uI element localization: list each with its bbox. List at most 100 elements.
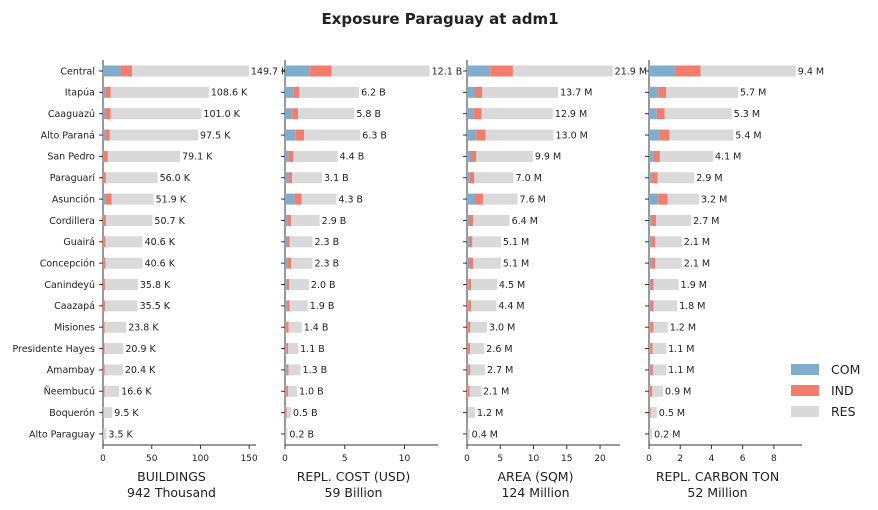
bar-ind [467,321,471,333]
bar-com [285,279,287,290]
bar-com [285,407,286,419]
x-axis-total: 52 Million [687,485,747,500]
bar-total-label: 23.8 K [128,323,159,334]
bar-res [470,321,487,333]
bar-total-label: 40.6 K [145,237,176,248]
bar-ind [470,150,477,162]
bar-com [649,65,676,77]
bar-res [472,214,510,226]
bar-ind [103,236,106,248]
bar-total-label: 4.5 M [499,280,525,291]
bar-ind [103,321,105,333]
bar-com [285,86,294,98]
bar-com [103,172,104,184]
bar-res [472,236,501,248]
bar-res [132,65,249,77]
bar-ind [288,172,293,184]
bar-ind [286,321,289,333]
bar-total-label: 13.7 M [560,88,592,99]
bar-com [103,193,106,205]
bar-com [285,150,289,162]
bar-ind [286,385,288,397]
x-tick-label: 2 [677,454,683,464]
bar-res [650,407,657,419]
bar-ind [468,300,471,312]
bar-com [467,86,475,98]
bar-com [467,321,468,333]
bar-ind [656,108,665,120]
bar-total-label: 1.0 B [299,387,324,398]
bar-total-label: 12.9 M [555,109,587,120]
bar-res [111,193,154,205]
x-axis-label: BUILDINGS [137,469,206,484]
bar-ind [288,150,294,162]
bar-ind [103,364,105,376]
bar-ind [473,108,482,120]
bar-total-label: 2.3 B [314,237,339,248]
bar-ind [468,279,471,290]
bar-total-label: 1.4 B [304,323,329,334]
bar-total-label: 1.2 M [477,408,503,419]
bar-com [103,86,106,98]
bar-total-label: 101.0 K [203,109,240,120]
bar-ind [286,364,289,376]
bar-res [304,129,361,141]
x-axis-label: REPL. COST (USD) [297,469,411,484]
bar-ind [103,279,105,290]
bar-com [467,364,469,376]
x-tick-label: 0 [282,454,288,464]
bar-res [655,257,682,269]
bar-ind [103,343,105,355]
bar-ind [650,279,654,290]
bar-res [290,257,313,269]
bar-total-label: 2.9 B [322,216,347,227]
bar-res [105,172,158,184]
bar-res [104,321,127,333]
bar-total-label: 2.7 M [487,365,513,376]
bar-ind [105,193,112,205]
bar-ind [105,86,111,98]
bar-total-label: 4.4 B [340,152,365,163]
bar-total-label: 0.2 B [289,429,314,440]
bar-ind [287,214,291,226]
bar-com [285,65,311,77]
category-label: Amambay [47,365,96,376]
category-label: Boquerón [49,408,95,419]
bar-com [467,236,469,248]
bar-res [331,65,430,77]
bar-com [649,385,650,397]
bar-total-label: 1.2 M [670,323,696,334]
x-tick-label: 5 [497,454,503,464]
bar-total-label: 2.1 M [684,237,710,248]
bar-res [669,129,734,141]
bar-com [467,300,469,312]
bar-res [485,129,554,141]
bar-com [285,172,289,184]
bar-res [472,257,501,269]
bar-ind [310,65,332,77]
bar-ind [103,300,105,312]
bar-com [285,300,287,312]
bar-com [467,214,469,226]
legend-label-com: COM [831,362,860,377]
bar-total-label: 56.0 K [160,173,191,184]
bar-com [467,108,474,120]
bar-ind [651,236,656,248]
bar-total-label: 6.2 B [361,88,386,99]
bar-ind [650,321,654,333]
bar-total-label: 0.5 M [659,408,685,419]
bar-total-label: 4.3 B [338,194,363,205]
bar-ind [286,343,288,355]
x-axis-total: 59 Billion [325,485,383,500]
bar-ind [105,129,110,141]
bar-total-label: 5.1 M [503,258,529,269]
bar-res [109,129,199,141]
bar-total-label: 5.4 M [735,130,761,141]
bar-ind [103,214,106,226]
bar-total-label: 50.7 K [154,216,185,227]
bar-res [652,364,667,376]
bar-ind [490,65,513,77]
bar-res [476,150,533,162]
